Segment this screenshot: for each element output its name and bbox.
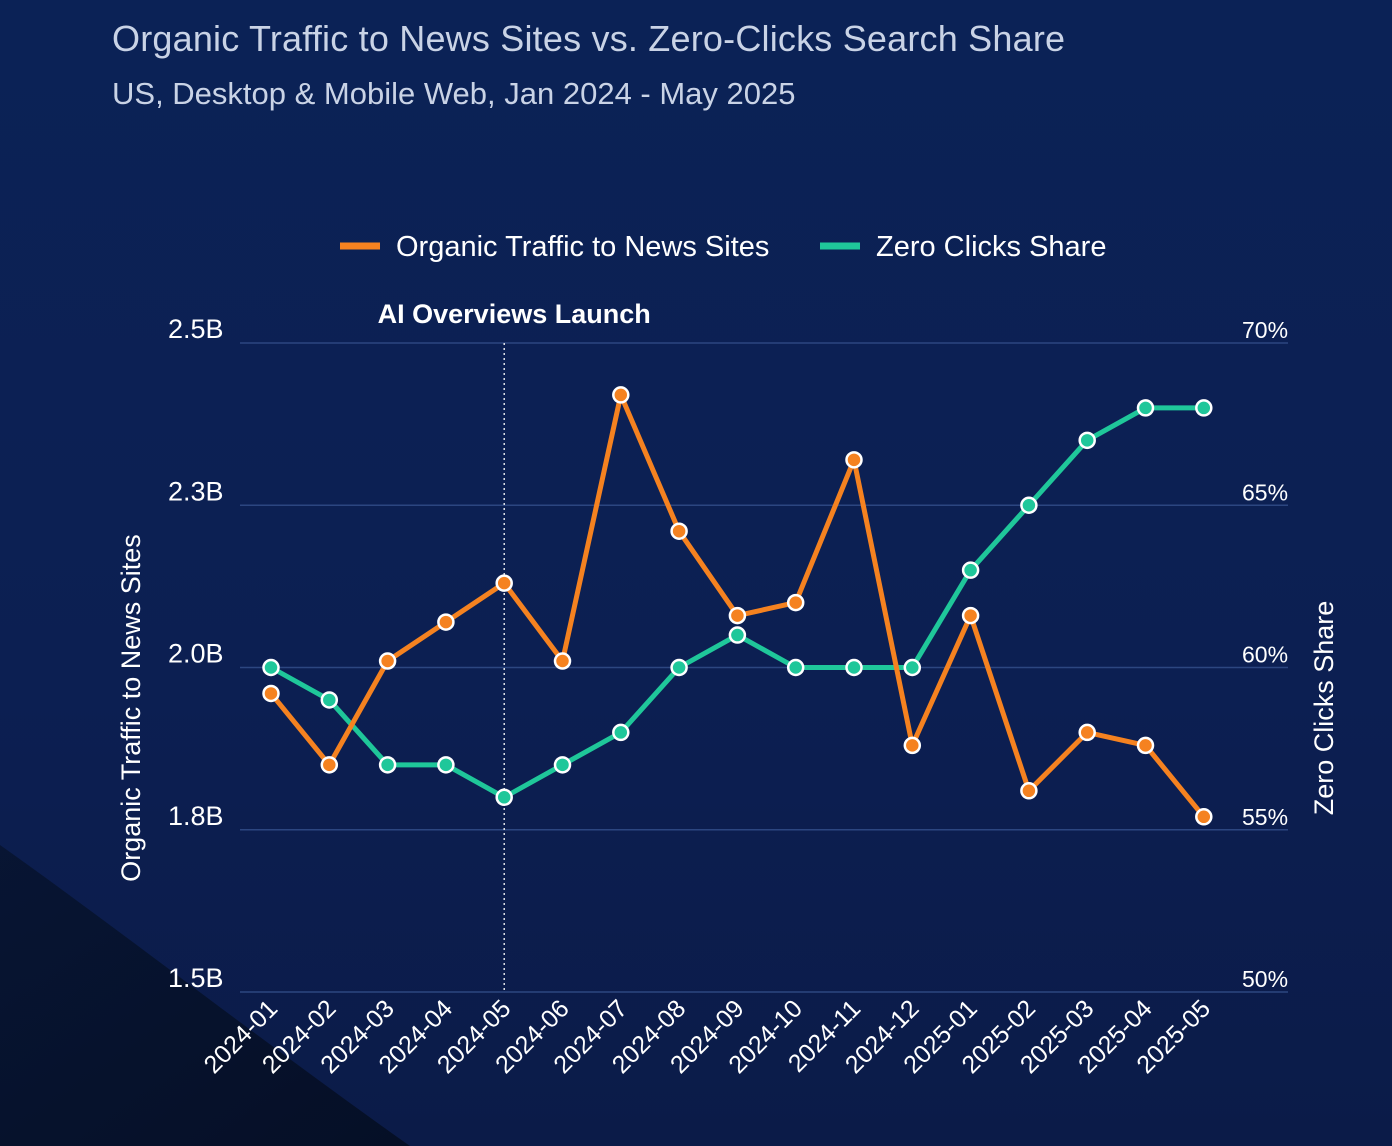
right-axis-title: Zero Clicks Share [1309, 601, 1339, 816]
data-point-zero-clicks [786, 658, 805, 677]
data-point-traffic [553, 652, 572, 670]
legend: Organic Traffic to News Sites Zero Click… [340, 231, 1106, 263]
left-tick-label: 2.3B [168, 476, 224, 506]
data-point-zero-clicks [903, 658, 922, 677]
data-point-traffic [670, 522, 688, 540]
data-point-zero-clicks [1136, 399, 1155, 417]
data-point-zero-clicks [1078, 431, 1096, 450]
data-point-zero-clicks [728, 626, 747, 644]
annotation-label: AI Overviews Launch [378, 299, 651, 329]
data-point-zero-clicks [553, 756, 572, 774]
left-tick-label: 2.0B [168, 639, 224, 669]
data-point-traffic [961, 606, 980, 625]
data-point-traffic [786, 593, 805, 612]
data-point-traffic [612, 386, 630, 404]
data-point-zero-clicks [961, 561, 980, 579]
data-point-traffic [262, 684, 280, 703]
data-point-zero-clicks [495, 788, 513, 807]
data-point-zero-clicks [378, 756, 397, 774]
data-point-traffic [378, 652, 397, 670]
left-tick-label: 1.8B [168, 801, 224, 831]
left-axis-title: Organic Traffic to News Sites [116, 534, 146, 882]
data-point-traffic [437, 613, 455, 631]
data-point-traffic [1136, 736, 1155, 755]
data-point-zero-clicks [612, 723, 630, 742]
legend-label-traffic: Organic Traffic to News Sites [396, 231, 769, 263]
data-point-traffic [495, 574, 513, 592]
data-point-traffic [903, 736, 922, 755]
data-point-zero-clicks [262, 658, 280, 677]
chart-subtitle: US, Desktop & Mobile Web, Jan 2024 - May… [112, 76, 796, 111]
data-point-traffic [1078, 723, 1096, 742]
data-point-traffic [1020, 782, 1038, 800]
left-tick-label: 1.5B [168, 963, 224, 993]
left-tick-label: 2.5B [168, 314, 224, 344]
data-point-zero-clicks [845, 658, 863, 677]
data-point-traffic [320, 756, 339, 774]
data-point-traffic [1195, 808, 1213, 826]
data-point-zero-clicks [670, 658, 688, 677]
right-tick-label: 70% [1242, 317, 1288, 343]
data-point-zero-clicks [437, 756, 455, 774]
annotation-layer: AI Overviews Launch [378, 299, 651, 992]
data-point-traffic [728, 606, 747, 625]
data-point-zero-clicks [1020, 496, 1038, 514]
series-layer [262, 386, 1213, 826]
right-tick-label: 55% [1242, 804, 1288, 830]
data-point-traffic [845, 451, 863, 469]
right-tick-label: 60% [1242, 642, 1288, 668]
series-line-traffic [268, 392, 1207, 820]
right-tick-label: 65% [1242, 479, 1288, 505]
chart-title: Organic Traffic to News Sites vs. Zero-C… [112, 18, 1066, 59]
legend-label-zero-clicks: Zero Clicks Share [876, 231, 1106, 263]
series-line-zero-clicks [268, 405, 1207, 800]
data-point-zero-clicks [320, 691, 339, 709]
decorative-corner-shape [0, 845, 410, 1146]
gridlines [240, 342, 1288, 993]
data-point-zero-clicks [1195, 399, 1213, 417]
right-tick-label: 50% [1242, 966, 1288, 992]
